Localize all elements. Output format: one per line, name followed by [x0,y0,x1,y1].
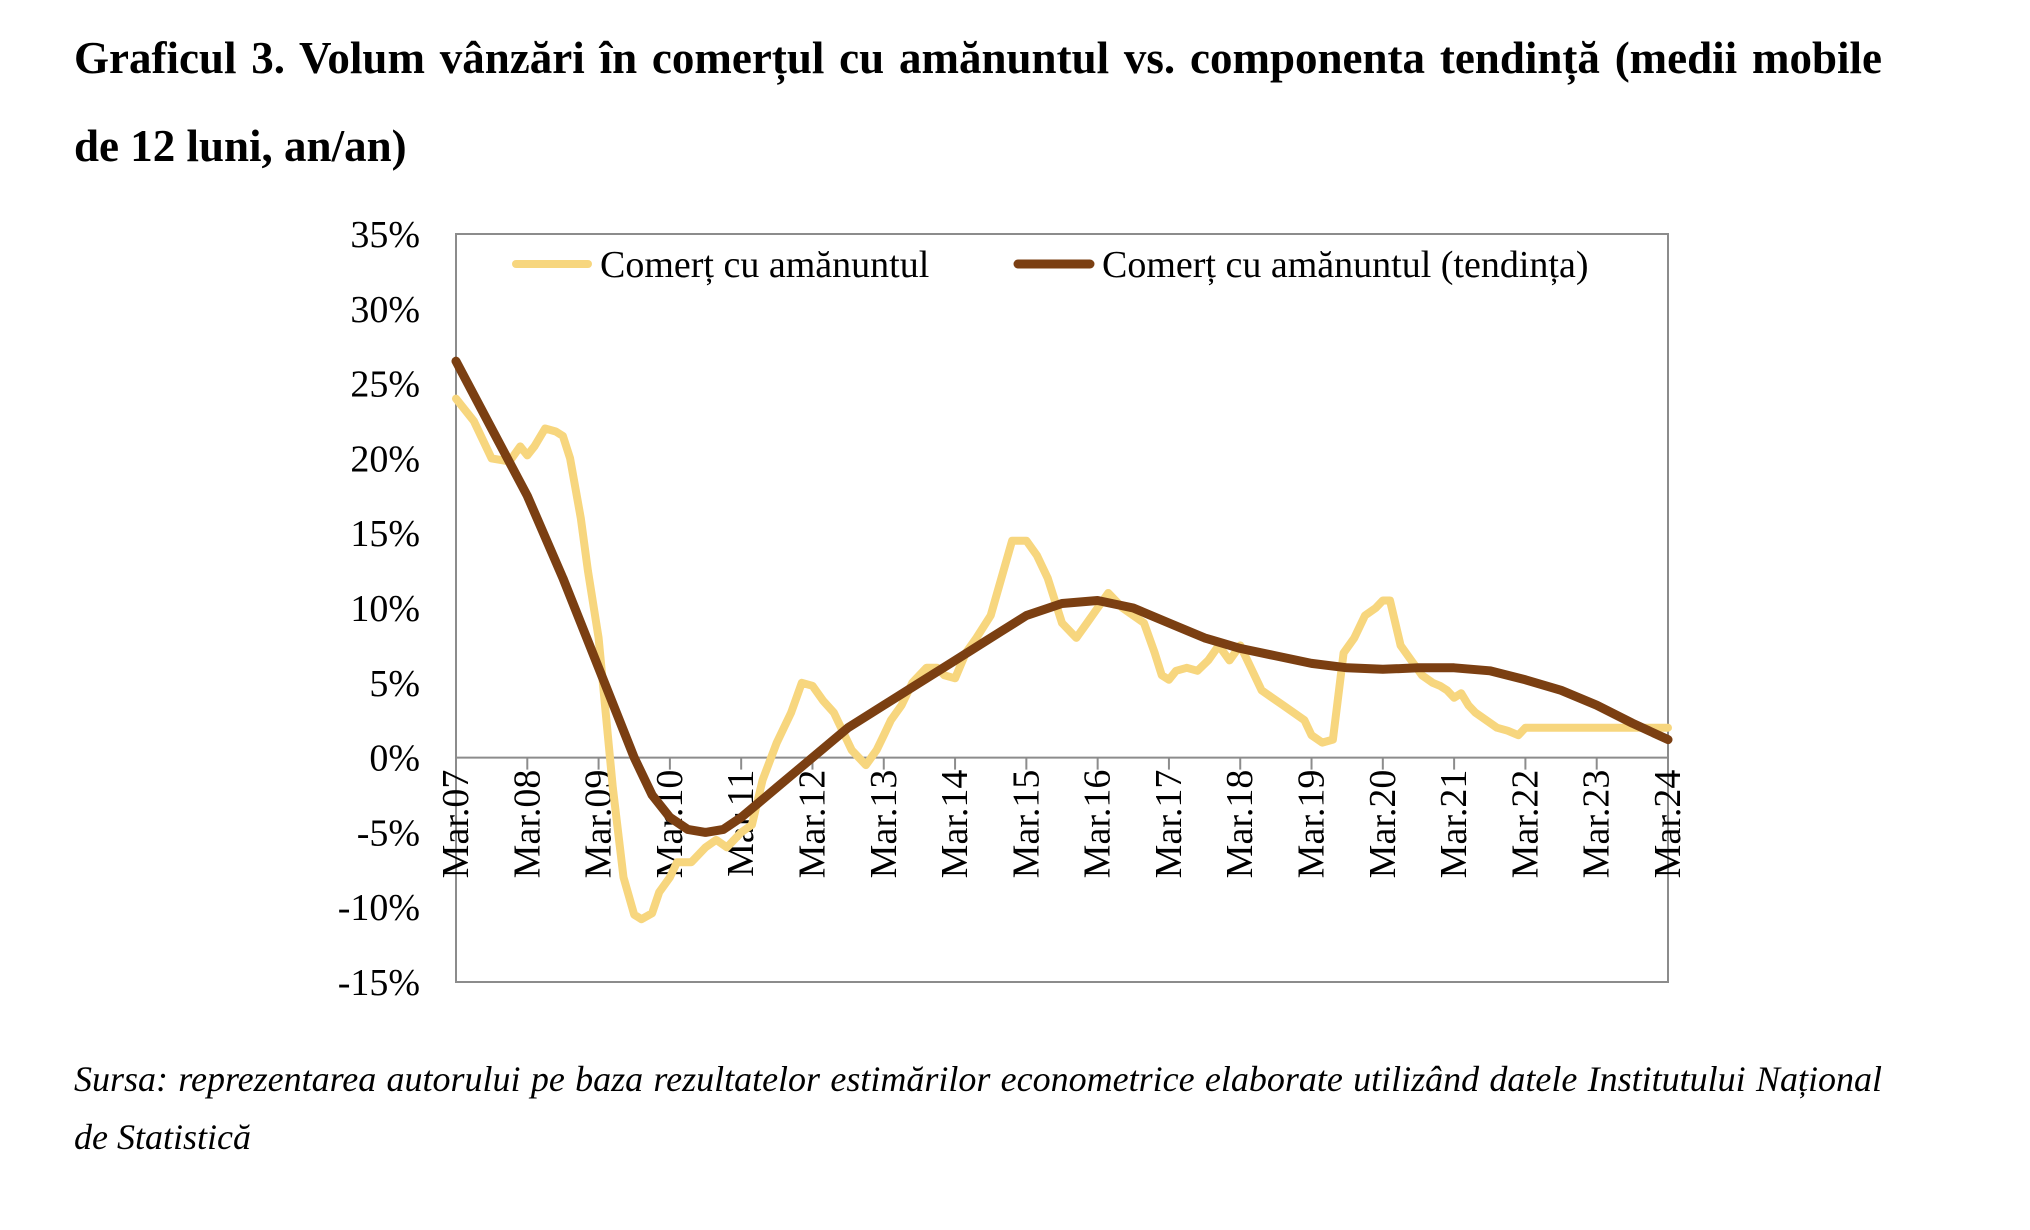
x-tick-label: Mar.16 [1077,770,1119,879]
y-tick-label: 30% [350,289,420,331]
y-tick-label: 35% [350,214,420,256]
x-tick-label: Mar.22 [1504,770,1546,879]
legend-label: Comerț cu amănuntul [600,244,929,286]
y-tick-label: 15% [350,513,420,555]
series-line-retail-trend [451,356,1673,837]
x-tick-label: Mar.18 [1219,770,1261,879]
y-tick-label: 0% [369,738,420,780]
series-line-retail [452,394,1672,924]
x-tick-label: Mar.15 [1005,770,1047,879]
x-tick-label: Mar.14 [934,770,976,879]
plot-area-border [455,233,1669,983]
y-tick-label: 10% [350,588,420,630]
x-tick-label: Mar.24 [1647,770,1689,879]
legend-label: Comerț cu amănuntul (tendința) [1102,244,1588,286]
x-tick-label: Mar.13 [863,770,905,879]
x-tick-label: Mar.08 [506,770,548,879]
y-tick-label: 5% [369,663,420,705]
x-tick-label: Mar.17 [1148,770,1190,879]
y-tick-label: 20% [350,438,420,480]
x-tick-label: Mar.19 [1291,770,1333,879]
series-lines [451,356,1673,924]
y-tick-label: 25% [350,364,420,406]
x-tick-label: Mar.07 [435,770,477,879]
axes [455,233,1669,983]
x-tick-label: Mar.23 [1576,770,1618,879]
source-note: Sursa: reprezentarea autorului pe baza r… [74,1059,1882,1157]
y-tick-label: -10% [338,887,420,929]
y-tick-label: -15% [338,962,420,1004]
x-tick-label: Mar.21 [1433,770,1475,879]
x-tick-label: Mar.20 [1362,770,1404,879]
chart-title: Graficul 3. Volum vânzări în comerțul cu… [74,33,1882,171]
x-tick-label: Mar.12 [791,770,833,879]
y-tick-label: -5% [357,812,420,854]
y-axis-tick-labels: 35% 30% 25% 20% 15% 10% 5% 0% -5% -10% -15% [338,214,420,1004]
legend: Comerț cu amănuntul Comerț cu amănuntul (… [512,244,1588,286]
